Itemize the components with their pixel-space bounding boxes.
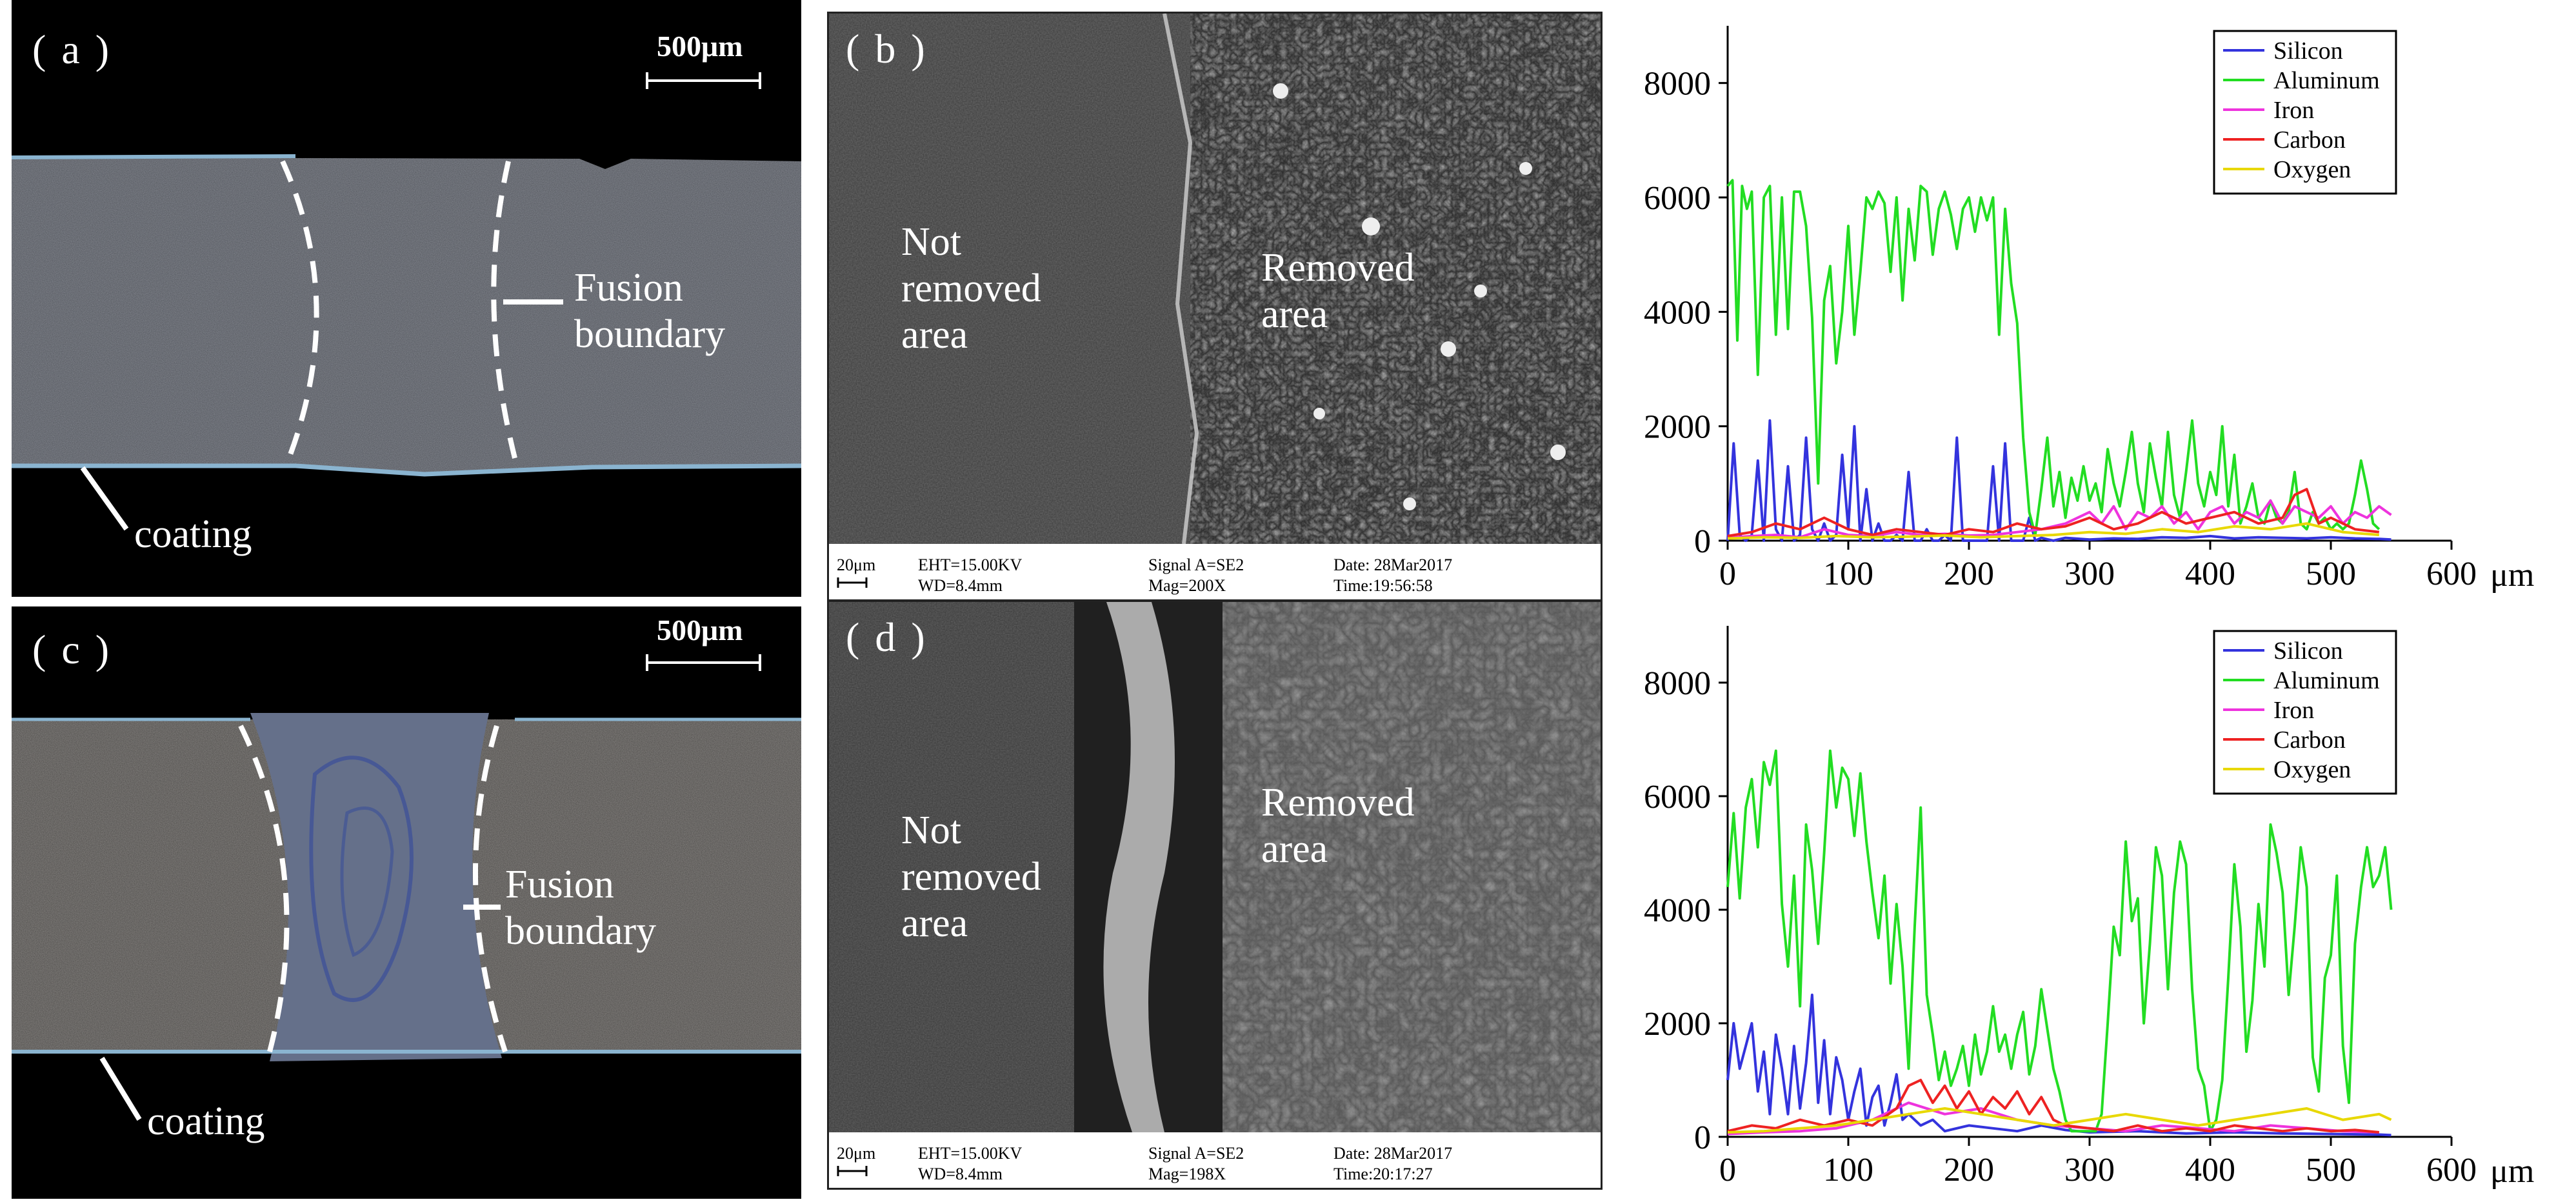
x-tick-label: 500	[2306, 1152, 2356, 1188]
series-line-carbon	[1727, 488, 2380, 537]
x-tick-label: 100	[1823, 556, 1873, 592]
y-tick-label: 8000	[1644, 665, 1711, 702]
y-tick-label: 6000	[1644, 779, 1711, 816]
not-removed-area-label-b: Not removed area	[901, 220, 1041, 357]
series-line-aluminum	[1726, 179, 2381, 537]
y-tick-label: 2000	[1644, 1006, 1711, 1043]
panel-c-micrograph: ( c ) 500μm Fusion boundary coating	[12, 606, 801, 1199]
sem-wd-b: WD=8.4mm	[918, 576, 1003, 595]
legend-entry: Iron	[2273, 697, 2314, 724]
series-line-aluminum	[1726, 749, 2393, 1133]
y-tick-label: 0	[1694, 1119, 1711, 1156]
x-tick-label: 600	[2426, 1152, 2477, 1188]
panel-a-micrograph: ( a ) 500μm Fusion boundary coating	[12, 0, 801, 597]
x-axis-label: μm	[2490, 557, 2534, 594]
y-tick-label: 4000	[1644, 892, 1711, 929]
sem-b-image	[829, 14, 1601, 544]
eds-chart-svg-top: 0 2000 4000 6000 8000 0 100 200 300 400 500 600 μm Si…	[1644, 26, 2534, 594]
y-tick-label: 4000	[1644, 294, 1711, 331]
eds-line-scan-chart-top: 0 2000 4000 6000 8000 0 100 200 300 400 500 600 μm Si…	[1613, 0, 2568, 600]
sem-scale-b: 20μm	[837, 556, 876, 574]
scale-bar-label-c: 500μm	[657, 614, 743, 646]
legend-entry: Silicon	[2273, 637, 2343, 665]
sem-time-d: Time:20:17:27	[1333, 1165, 1433, 1183]
legend	[2213, 30, 2397, 195]
eds-line-scan-chart-bottom: 0 2000 4000 6000 8000 0 100 200 300 400 500 600 μm Si…	[1613, 600, 2568, 1199]
sem-date-b: Date: 28Mar2017	[1333, 556, 1453, 574]
sem-info-bar-d: 20μm EHT=15.00KV WD=8.4mm Signal A=SE2 M…	[829, 1132, 1601, 1188]
scale-bar-label-a: 500μm	[657, 30, 743, 63]
legend	[2213, 630, 2397, 795]
x-tick-label: 500	[2306, 556, 2356, 592]
fusion-boundary-left-a	[280, 160, 319, 459]
panel-label-b: ( b )	[846, 26, 928, 72]
legend-entry: Carbon	[2273, 726, 2346, 754]
series-line-silicon	[1726, 994, 2391, 1137]
sem-mag-b: Mag=200X	[1148, 576, 1226, 595]
sem-d-image	[829, 602, 1601, 1132]
micrograph-c-image	[12, 654, 801, 1121]
x-tick-label: 100	[1823, 1152, 1873, 1188]
fusion-boundary-label-a: Fusion boundary	[574, 266, 726, 356]
panel-d-sem: ( d ) Not removed area Removed area 20μm EH…	[827, 600, 1603, 1190]
fusion-boundary-label-c: Fusion boundary	[505, 863, 657, 953]
legend-entry: Iron	[2273, 97, 2314, 124]
sem-info-bar-b: 20μm EHT=15.00KV WD=8.4mm Signal A=SE2 M…	[829, 544, 1601, 599]
fusion-boundary-left-c	[238, 725, 290, 1053]
coating-label-c: coating	[147, 1099, 265, 1143]
x-tick-label: 300	[2064, 556, 2115, 592]
x-tick-label: 0	[1719, 556, 1736, 592]
y-tick-label: 8000	[1644, 66, 1711, 103]
fusion-boundary-right-c	[473, 725, 508, 1053]
series-line-oxygen	[1727, 1107, 2392, 1134]
sem-signal-d: Signal A=SE2	[1148, 1144, 1244, 1163]
sem-eht-b: EHT=15.00KV	[918, 556, 1023, 574]
legend-entry: Silicon	[2273, 37, 2343, 65]
legend-entry: Aluminum	[2273, 67, 2380, 94]
not-removed-area-label-d: Not removed area	[901, 808, 1041, 945]
sem-eht-d: EHT=15.00KV	[918, 1144, 1023, 1163]
y-tick-label: 2000	[1644, 409, 1711, 446]
legend-entry: Aluminum	[2273, 667, 2380, 694]
coating-label-a: coating	[134, 512, 252, 556]
x-tick-label: 0	[1719, 1152, 1736, 1188]
micrograph-a-image	[12, 72, 801, 531]
removed-area-label-d: Removed area	[1261, 781, 1415, 871]
panel-label-d: ( d )	[846, 614, 928, 660]
series-line-oxygen	[1727, 522, 2379, 540]
sem-time-b: Time:19:56:58	[1333, 576, 1433, 595]
fusion-boundary-right-a	[491, 161, 517, 459]
sem-scale-d: 20μm	[837, 1144, 876, 1163]
eds-chart-svg-bottom: 0 2000 4000 6000 8000 0 100 200 300 400 500 600 μm Si…	[1644, 626, 2534, 1190]
y-tick-label: 0	[1694, 523, 1711, 560]
legend-entry: Oxygen	[2273, 756, 2351, 783]
x-tick-label: 200	[1944, 556, 1994, 592]
panel-b-sem: ( b ) Not removed area Removed area 20μm EH…	[827, 12, 1603, 601]
x-tick-label: 400	[2185, 556, 2235, 592]
y-tick-label: 6000	[1644, 180, 1711, 217]
x-tick-label: 400	[2185, 1152, 2235, 1188]
sem-mag-d: Mag=198X	[1148, 1165, 1226, 1183]
x-axis-label: μm	[2490, 1153, 2534, 1190]
x-tick-label: 200	[1944, 1152, 1994, 1188]
sem-signal-b: Signal A=SE2	[1148, 556, 1244, 574]
sem-wd-d: WD=8.4mm	[918, 1165, 1003, 1183]
panel-label-c: ( c )	[32, 626, 112, 672]
legend-entry: Carbon	[2273, 126, 2346, 154]
panel-label-a: ( a )	[32, 26, 112, 72]
sem-date-d: Date: 28Mar2017	[1333, 1144, 1453, 1163]
removed-area-label-b: Removed area	[1261, 246, 1415, 336]
x-tick-label: 600	[2426, 556, 2477, 592]
series-line-carbon	[1727, 1079, 2379, 1134]
x-tick-label: 300	[2064, 1152, 2115, 1188]
legend-entry: Oxygen	[2273, 156, 2351, 183]
